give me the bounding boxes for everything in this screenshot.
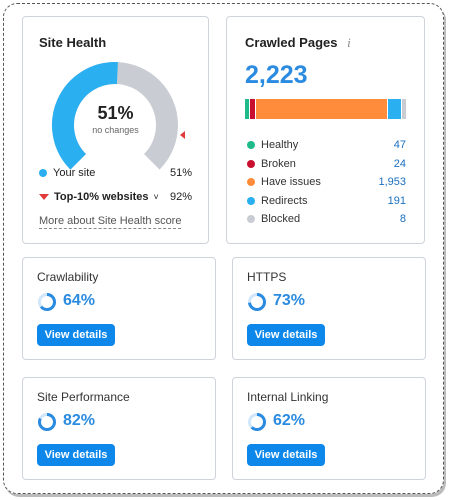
top-10-label: Top-10% websites [54, 191, 149, 203]
crawl-row-value[interactable]: 1,953 [378, 176, 406, 188]
crawl-row-label: Have issues [261, 176, 321, 188]
view-details-button[interactable]: View details [37, 444, 115, 466]
crawled-pages-card: Crawled Pages i 2,223 Healthy 47 Broken 24 H… [226, 16, 425, 244]
your-site-value: 51% [169, 167, 192, 179]
bar-segment-broken [250, 99, 255, 119]
bar-segment-redirects [387, 99, 401, 119]
metric-value: 64% [63, 292, 96, 309]
crawl-row-broken[interactable]: Broken 24 [247, 156, 406, 172]
view-details-button[interactable]: View details [247, 324, 325, 346]
progress-ring-icon [38, 413, 56, 431]
crawl-row-blocked[interactable]: Blocked 8 [247, 211, 406, 227]
chevron-down-icon[interactable]: ˅ [153, 192, 159, 202]
crawled-pages-title-text: Crawled Pages [245, 35, 338, 50]
your-site-row: Your site 51% [39, 165, 192, 181]
crawl-row-label: Healthy [261, 139, 299, 151]
top-10-value: 92% [169, 191, 192, 203]
progress-ring-icon [248, 413, 266, 431]
bar-segment-have-issues [255, 99, 387, 119]
crawl-row-value[interactable]: 47 [393, 139, 406, 151]
crawl-row-healthy[interactable]: Healthy 47 [247, 137, 406, 153]
status-dot [247, 159, 255, 168]
crawled-pages-title: Crawled Pages i [245, 35, 351, 51]
crawl-row-label: Redirects [261, 194, 308, 207]
crawl-row-label: Blocked [261, 213, 301, 225]
status-dot [247, 178, 255, 186]
gauge-your-site-arc [51, 62, 118, 170]
status-dot [247, 215, 255, 223]
crawled-stacked-bar [245, 99, 407, 119]
metric-card-site-performance: Site Performance 82% View details [22, 377, 216, 480]
bar-segment-healthy [245, 99, 250, 119]
metric-value: 73% [273, 292, 306, 309]
top-10-marker [180, 131, 185, 139]
metric-label: Internal Linking [247, 390, 329, 404]
site-health-percent: 51% [97, 103, 134, 123]
crawl-row-redirects[interactable]: Redirects 191 [247, 193, 406, 209]
metric-card-internal-linking: Internal Linking 62% View details [232, 377, 426, 480]
your-site-dot [39, 169, 47, 177]
status-dot [247, 196, 255, 205]
metric-label: Site Performance [37, 390, 130, 404]
site-health-title: Site Health [39, 35, 107, 50]
metric-card-crawlability: Crawlability 64% View details [22, 257, 216, 360]
metric-label: HTTPS [247, 270, 287, 284]
crawl-row-label: Broken [261, 157, 296, 170]
crawl-row-value[interactable]: 191 [387, 194, 406, 207]
red-triangle-icon [39, 194, 49, 200]
site-health-link[interactable]: More about Site Health score [39, 215, 182, 229]
status-dot [247, 141, 255, 149]
info-icon[interactable]: i [347, 35, 351, 50]
crawl-row-value[interactable]: 8 [399, 213, 406, 225]
progress-ring-icon [38, 293, 56, 311]
crawled-total: 2,223 [245, 61, 308, 89]
metric-value: 62% [273, 412, 306, 429]
site-health-subtext: no changes [92, 125, 139, 135]
metric-card-https: HTTPS 73% View details [232, 257, 426, 360]
view-details-button[interactable]: View details [37, 324, 115, 346]
progress-ring-icon [248, 293, 266, 311]
metric-label: Crawlability [37, 270, 99, 284]
site-health-card: Site Health 51% no changes Your site 51%… [22, 16, 209, 244]
bar-segment-blocked [401, 99, 406, 119]
metric-value: 82% [63, 412, 96, 429]
site-health-gauge [51, 62, 185, 170]
top-10-row[interactable]: Top-10% websites ˅ 92% [39, 189, 192, 205]
your-site-label: Your site [53, 167, 96, 179]
crawl-row-value[interactable]: 24 [393, 157, 406, 170]
crawl-row-have-issues[interactable]: Have issues 1,953 [247, 174, 406, 190]
view-details-button[interactable]: View details [247, 444, 325, 466]
